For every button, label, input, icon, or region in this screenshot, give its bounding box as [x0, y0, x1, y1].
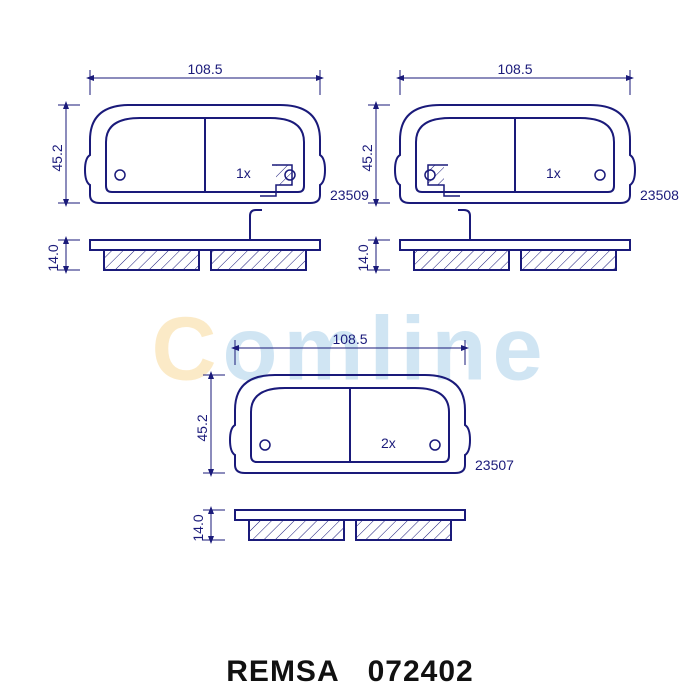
- part-tl: 23509: [330, 187, 369, 203]
- pad-top-right-side: 14.0: [355, 210, 630, 272]
- pad-top-left-side: 14.0: [45, 210, 320, 272]
- dim-width-tl: 108.5: [187, 61, 222, 77]
- qty-tr: 1x: [546, 165, 561, 181]
- dim-height-tr: 45.2: [359, 144, 375, 171]
- caption-partnum: 072402: [368, 655, 474, 689]
- pad-bottom: 108.5 45.2 2x 23507: [194, 331, 514, 473]
- part-b: 23507: [475, 457, 514, 473]
- dim-thick-b: 14.0: [190, 514, 206, 541]
- caption-brand: REMSA: [226, 655, 339, 689]
- dim-height-b: 45.2: [194, 414, 210, 441]
- dim-thick-tl: 14.0: [45, 244, 61, 271]
- caption-bar: REMSA 072402: [0, 644, 700, 700]
- dim-thick-tr: 14.0: [355, 244, 371, 271]
- pad-top-right: 108.5 45.2 1x 23508: [359, 61, 679, 203]
- qty-tl: 1x: [236, 165, 251, 181]
- dim-width-b: 108.5: [332, 331, 367, 347]
- dim-width-tr: 108.5: [497, 61, 532, 77]
- pad-bottom-side: 14.0: [190, 510, 465, 542]
- technical-drawing: 108.5 45.2 1x 23509: [0, 0, 700, 700]
- qty-b: 2x: [381, 435, 396, 451]
- diagram-canvas: Comline 108.5 45.2: [0, 0, 700, 700]
- part-tr: 23508: [640, 187, 679, 203]
- dim-height-tl: 45.2: [49, 144, 65, 171]
- pad-top-left: 108.5 45.2 1x 23509: [49, 61, 369, 203]
